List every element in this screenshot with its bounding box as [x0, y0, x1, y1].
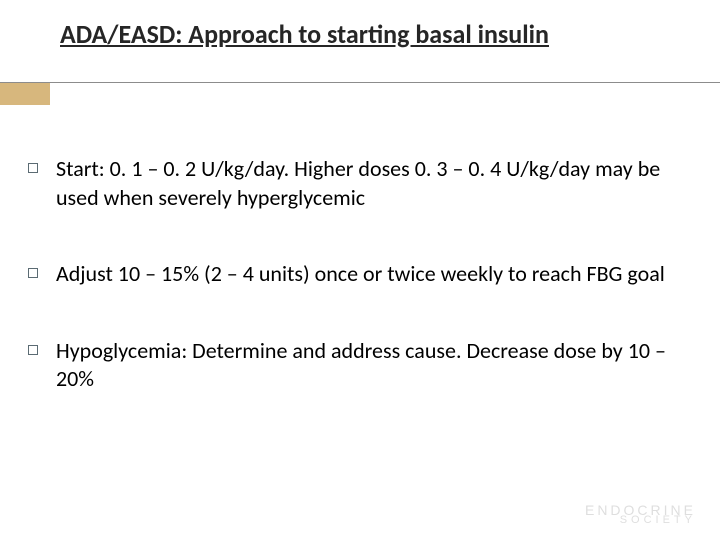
bullet-square-icon	[28, 345, 38, 355]
title-divider	[0, 82, 720, 83]
list-item: Adjust 10 – 15% (2 – 4 units) once or tw…	[28, 260, 680, 289]
slide: ADA/EASD: Approach to starting basal ins…	[0, 0, 720, 540]
bullet-text: Adjust 10 – 15% (2 – 4 units) once or tw…	[56, 260, 665, 289]
footer-logo: ENDOCRINE SOCIETY	[585, 504, 696, 526]
logo-line2: SOCIETY	[585, 516, 696, 526]
bullet-square-icon	[28, 268, 38, 278]
bullet-list: Start: 0. 1 – 0. 2 U/kg/day. Higher dose…	[28, 155, 680, 442]
list-item: Start: 0. 1 – 0. 2 U/kg/day. Higher dose…	[28, 155, 680, 212]
bullet-text: Hypoglycemia: Determine and address caus…	[56, 337, 680, 394]
slide-title: ADA/EASD: Approach to starting basal ins…	[60, 18, 680, 51]
list-item: Hypoglycemia: Determine and address caus…	[28, 337, 680, 394]
bullet-square-icon	[28, 163, 38, 173]
accent-bar	[0, 83, 50, 105]
bullet-text: Start: 0. 1 – 0. 2 U/kg/day. Higher dose…	[56, 155, 680, 212]
